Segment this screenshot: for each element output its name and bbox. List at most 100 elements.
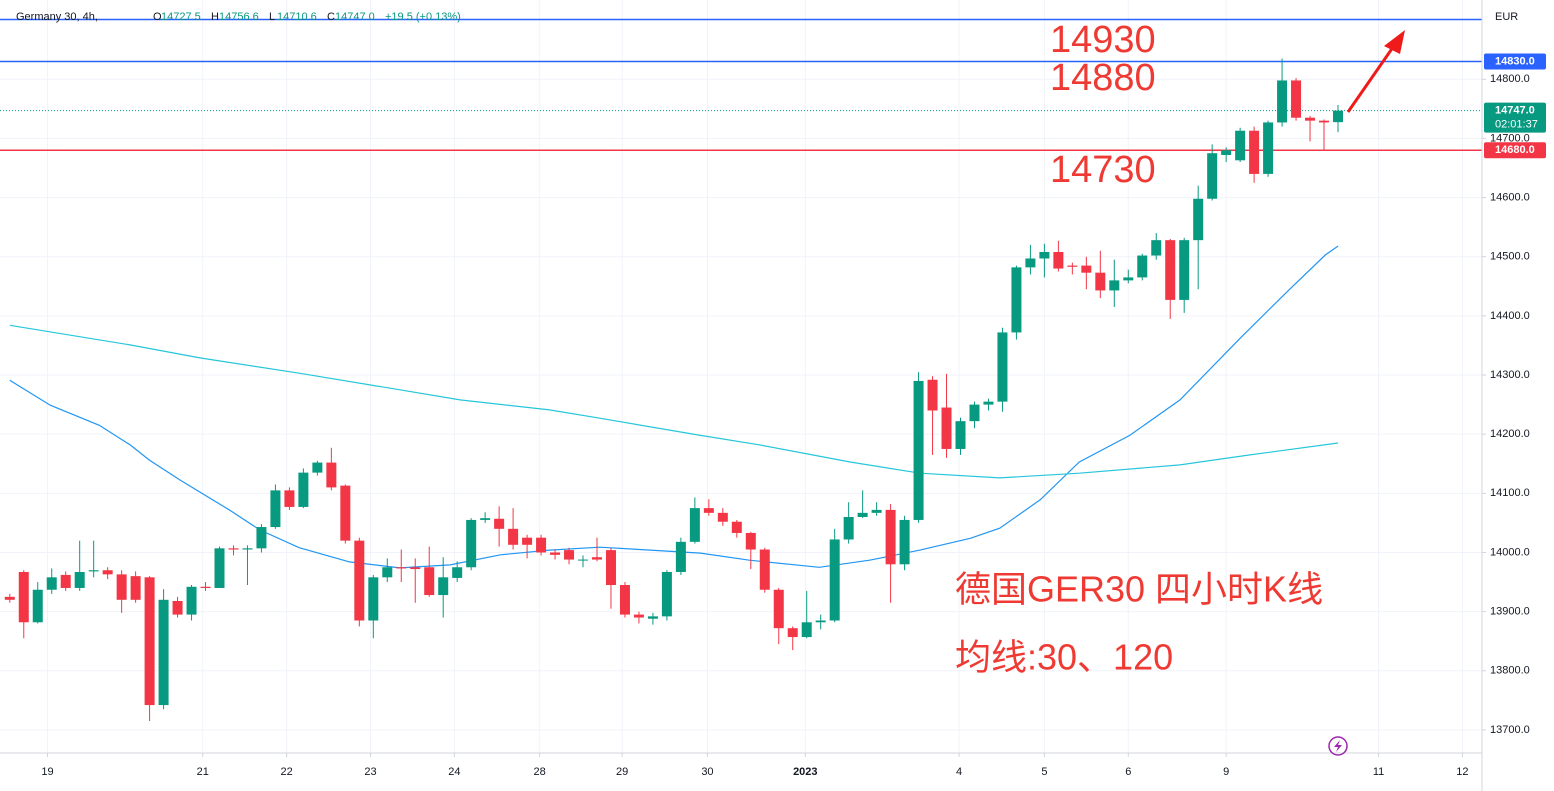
- y-tick-label: 14500.0: [1490, 251, 1530, 263]
- candle-body: [102, 570, 113, 575]
- candle-body: [1263, 122, 1274, 174]
- header-key: C: [327, 11, 335, 23]
- annotation: 14730: [1050, 149, 1156, 191]
- grid: [0, 0, 1486, 757]
- candle-body: [312, 462, 323, 473]
- lightning-icon: [1328, 736, 1348, 756]
- candle-body: [745, 532, 756, 550]
- candle-body: [1011, 267, 1022, 333]
- price-tag: [1484, 102, 1546, 133]
- candle-body: [368, 577, 379, 621]
- x-tick-label: 30: [701, 766, 713, 778]
- y-tick-label: 13900.0: [1490, 606, 1530, 618]
- x-tick-label: 29: [616, 766, 628, 778]
- y-tick-label: 14300.0: [1490, 369, 1530, 381]
- header-key: O: [153, 11, 162, 23]
- candle-body: [228, 548, 239, 550]
- candle-body: [1235, 130, 1246, 161]
- price-tag-label: 14747.0: [1495, 105, 1535, 117]
- candle-body: [801, 622, 812, 638]
- price-tag-label: 14830.0: [1495, 55, 1535, 67]
- candle-body: [731, 521, 742, 533]
- y-tick-label: 13800.0: [1490, 665, 1530, 677]
- candle-body: [1039, 251, 1050, 259]
- candle-body: [1291, 80, 1302, 118]
- candle-body: [508, 528, 519, 545]
- y-tick-label: 14700.0: [1490, 132, 1530, 144]
- candle-body: [997, 332, 1008, 402]
- candle-body: [955, 421, 966, 449]
- candle-body: [550, 552, 561, 555]
- candle-body: [4, 596, 15, 600]
- candle-body: [32, 589, 43, 623]
- candle-body: [1207, 153, 1218, 199]
- candle-body: [1109, 280, 1120, 291]
- candle-body: [382, 567, 393, 578]
- header-value: 14756.6: [219, 11, 259, 23]
- y-tick-label: 14000.0: [1490, 546, 1530, 558]
- candle-body: [326, 462, 337, 488]
- candle-body: [1081, 265, 1092, 273]
- candle-body: [1193, 198, 1204, 241]
- candle-body: [773, 589, 784, 629]
- candle-body: [172, 600, 183, 615]
- y-tick-label: 13700.0: [1490, 724, 1530, 736]
- candle-body: [1165, 240, 1176, 300]
- candle-body: [857, 512, 868, 517]
- price-tag-label: 14680.0: [1495, 144, 1535, 156]
- candle-body: [605, 550, 616, 586]
- candle-body: [158, 599, 169, 706]
- ma-note: 均线:30、120: [955, 637, 1173, 678]
- candle-body: [703, 508, 714, 513]
- candle-body: [871, 509, 882, 513]
- marks: [0, 18, 1482, 722]
- candle-body: [396, 567, 407, 569]
- y-tick-label: 14800.0: [1490, 73, 1530, 85]
- candle-body: [969, 404, 980, 422]
- candle-body: [633, 614, 644, 618]
- candle-body: [591, 557, 602, 560]
- candle-body: [1053, 251, 1064, 269]
- x-tick-label: 21: [197, 766, 209, 778]
- price-tag-countdown: 02:01:37: [1495, 119, 1538, 131]
- x-tick-label: 6: [1125, 766, 1131, 778]
- candle-body: [60, 574, 71, 588]
- candle-body: [1249, 130, 1260, 174]
- x-tick-label: 5: [1041, 766, 1047, 778]
- x-tick-label: 23: [364, 766, 376, 778]
- candle-body: [885, 509, 896, 565]
- candle-body: [1319, 120, 1330, 123]
- candle-body: [983, 401, 994, 405]
- candle-body: [941, 407, 952, 449]
- header-value: 14710.6: [277, 11, 317, 23]
- header-ohlc: O 14727.5 H 14756.6 L 14710.6 C 14747.0 +19.5 (+…: [153, 11, 461, 23]
- ma-line: [9, 324, 1339, 479]
- candle-body: [1067, 265, 1078, 267]
- candle-body: [899, 519, 910, 565]
- x-tick-label: 22: [280, 766, 292, 778]
- x-tick-label: 11: [1373, 766, 1384, 778]
- candle-body: [1123, 277, 1134, 281]
- candle-body: [787, 628, 798, 638]
- y-tick-label: 14400.0: [1490, 310, 1530, 322]
- y-tick-label: 14200.0: [1490, 428, 1530, 440]
- x-tick-label: 28: [534, 766, 546, 778]
- candle-body: [270, 490, 281, 528]
- candle-body: [18, 571, 29, 623]
- header-change: +19.5 (+0.13%): [385, 11, 461, 23]
- candle-body: [284, 490, 295, 507]
- candle-body: [689, 508, 700, 542]
- candle-body: [578, 559, 589, 561]
- candle-body: [130, 576, 141, 600]
- candle-body: [759, 549, 770, 590]
- candle-body: [829, 539, 840, 621]
- candle-body: [242, 548, 253, 550]
- candle-body: [1221, 150, 1232, 155]
- candle-body: [1332, 110, 1343, 123]
- candle-body: [452, 567, 463, 578]
- candle-body: [717, 512, 728, 522]
- candle-body: [536, 537, 547, 553]
- candle-body: [466, 519, 477, 568]
- annotation: 14880: [1050, 57, 1156, 99]
- candle-body: [1277, 80, 1288, 123]
